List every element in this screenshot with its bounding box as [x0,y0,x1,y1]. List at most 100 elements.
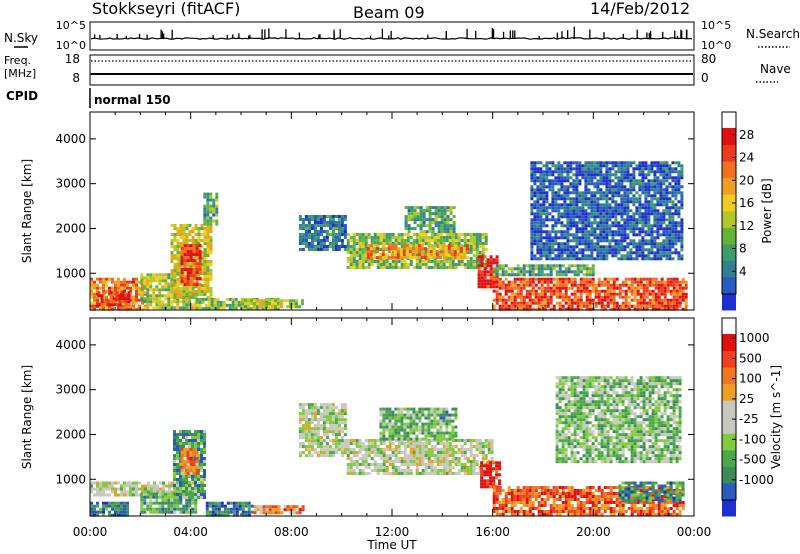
data-cell [569,239,573,243]
data-cell [419,218,423,222]
data-cell [155,501,159,505]
data-cell [289,305,292,309]
data-cell [366,256,370,260]
data-cell [560,212,564,216]
data-cell [307,227,311,230]
data-cell [453,250,457,254]
data-cell [407,227,411,231]
data-cell [629,191,633,195]
data-cell [316,451,320,455]
data-cell [638,164,642,168]
data-cell [117,487,120,491]
data-cell [489,276,493,280]
data-cell [641,227,645,231]
data-cell [361,248,365,251]
data-cell [528,267,532,271]
data-cell [618,286,622,290]
data-cell [644,239,648,243]
data-cell [671,221,675,225]
data-cell [578,200,582,204]
data-cell [132,490,135,494]
data-cell [307,412,311,416]
data-cell [431,221,435,225]
data-cell [173,492,177,496]
data-cell [434,224,438,228]
data-cell [138,493,141,497]
data-cell [602,221,606,225]
data-cell [602,206,606,210]
data-cell [188,263,192,266]
data-cell [313,412,317,416]
data-cell [216,303,220,307]
data-cell [665,203,669,207]
data-cell [581,233,585,237]
data-cell [668,215,672,219]
data-cell [198,250,202,254]
data-cell [439,236,443,239]
data-cell [198,259,202,263]
data-cell [186,471,190,475]
data-cell [459,256,463,260]
data-cell [614,170,618,174]
data-cell [319,245,323,248]
data-cell [126,481,129,485]
data-cell [180,250,184,254]
data-cell [241,510,245,514]
data-cell [602,239,606,243]
data-cell [641,164,645,168]
data-cell [206,236,210,239]
data-cell [381,256,385,260]
data-cell [319,406,323,410]
data-cell [197,484,200,487]
data-cell [120,307,123,311]
data-cell [418,233,422,236]
data-cell [644,221,648,225]
data-cell [313,224,317,227]
data-cell [161,495,165,499]
data-cell [641,206,645,210]
data-cell [660,289,664,293]
data-cell [159,493,162,497]
data-cell [656,233,660,237]
data-cell [674,167,678,171]
data-cell [536,191,540,195]
data-cell [614,203,618,207]
data-cell [138,307,141,311]
data-cell [605,248,609,252]
data-cell [504,273,508,277]
data-cell [379,242,383,245]
data-cell [143,297,147,301]
data-cell [677,173,681,177]
data-cell [422,209,426,213]
data-cell [599,212,603,216]
data-cell [650,164,654,168]
data-cell [647,212,651,216]
data-cell [647,170,651,174]
data-cell [668,224,672,228]
data-cell [422,224,426,228]
data-cell [307,409,311,413]
data-cell [486,270,490,274]
data-cell [307,448,311,452]
data-cell [173,300,177,304]
data-cell [475,260,479,263]
data-cell [552,277,556,281]
data-cell [90,292,93,296]
data-cell [176,448,179,451]
data-cell [313,436,317,440]
nave-tick-high: 80 [701,52,716,66]
data-cell [581,203,585,207]
data-cell [446,224,450,228]
data-cell [132,295,135,299]
data-cell [428,212,432,216]
data-cell [575,176,579,180]
data-cell [301,227,305,230]
data-cell [152,297,156,301]
data-cell [656,215,660,219]
data-cell [510,292,514,296]
data-cell [552,283,556,287]
data-cell [373,239,377,242]
data-cell [252,306,256,310]
data-cell [197,293,201,296]
data-cell [102,283,105,287]
